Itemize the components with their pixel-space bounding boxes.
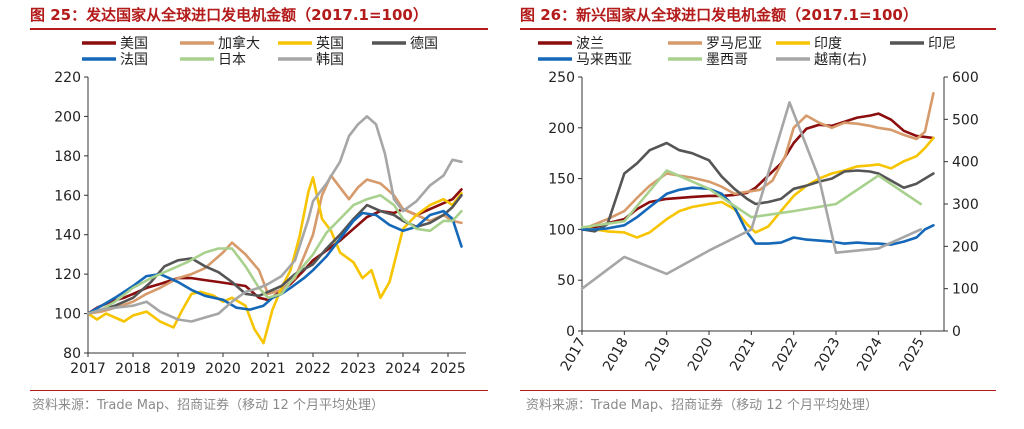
footer-rule [520,390,996,391]
x-tick-label: 2023 [340,361,376,377]
title-rule [520,28,996,30]
x-tick-label: 2025 [430,361,466,377]
x-tick-label: 2023 [812,335,844,374]
legend-label: 法国 [120,52,148,68]
series-line-越南(右) [580,101,922,290]
y-right-tick-label: 400 [952,155,979,171]
source-note: 资料来源：Trade Map、招商证券（移动 12 个月平均处理） [32,398,384,413]
legend-label: 英国 [316,35,344,52]
legend-label: 马来西亚 [576,52,632,68]
y-tick-label: 140 [54,228,81,244]
x-tick-label: 2025 [897,335,929,374]
x-tick-label: 2017 [70,361,106,377]
y-tick-label: 200 [548,121,575,137]
y-right-tick-label: 600 [952,70,979,86]
y-right-tick-label: 200 [952,239,979,255]
series-line-韩国 [86,115,463,323]
legend-label: 波兰 [576,36,604,52]
chart-svg-right: 0 50 100 150 200 250 0 100 200 300 400 500 600 2017 20… [538,36,979,374]
legend-label: 印度 [814,36,842,52]
y-right-tick-label: 0 [952,324,961,340]
legend-label: 印尼 [928,36,956,52]
x-tick-label: 2024 [854,335,886,374]
y-tick-label: 0 [566,324,575,340]
x-tick-label: 2021 [727,335,759,374]
y-tick-label: 120 [54,267,81,283]
series-line-印尼 [580,141,935,233]
y-tick-label: 220 [54,70,81,86]
legend-label: 墨西哥 [706,52,748,68]
y-tick-label: 50 [557,273,575,289]
source-note: 资料来源：Trade Map、招商证券（移动 12 个月平均处理） [526,398,878,413]
y-tick-label: 200 [54,109,81,125]
x-tick-label: 2018 [600,335,632,374]
footer-rule [30,390,488,391]
series-line-马来西亚 [580,186,935,246]
chart-svg-left: 80 100 120 140 160 180 200 220 2017 2018 2019 2020 2… [54,35,466,377]
series-line-印度 [580,136,935,239]
y-right-tick-label: 500 [952,112,979,128]
x-tick-label: 2020 [685,335,717,374]
legend-label: 德国 [410,36,438,52]
legend-label: 越南(右) [814,52,867,68]
series-line-墨西哥 [580,169,922,229]
x-tick-label: 2018 [115,361,151,377]
chart-title: 图 26：新兴国家从全球进口发电机金额（2017.1=100） [520,6,918,24]
legend-label: 美国 [120,36,148,52]
x-tick-label: 2017 [558,335,590,374]
x-tick-label: 2021 [250,361,286,377]
chart-panel-left: 图 25：发达国家从全球进口发电机金额（2017.1=100） 80 100 120… [0,0,500,429]
series-line-英国 [86,176,463,345]
y-tick-label: 160 [54,188,81,204]
x-tick-label: 2020 [205,361,241,377]
series-line-日本 [86,194,463,315]
y-tick-label: 80 [63,346,81,362]
y-right-tick-label: 300 [952,197,979,213]
y-tick-label: 100 [548,222,575,238]
y-tick-label: 250 [548,70,575,86]
x-tick-label: 2024 [385,361,421,377]
y-tick-label: 150 [548,172,575,188]
chart-title: 图 25：发达国家从全球进口发电机金额（2017.1=100） [30,6,428,24]
title-rule [30,28,488,30]
x-tick-label: 2022 [769,335,801,374]
series-line-罗马尼亚 [580,92,935,231]
y-right-tick-label: 100 [952,282,979,298]
y-tick-label: 100 [54,307,81,323]
series-line-加拿大 [86,174,463,315]
legend-label: 韩国 [316,52,344,68]
legend-label: 加拿大 [218,35,260,52]
x-tick-label: 2019 [642,335,674,374]
x-tick-label: 2019 [160,361,196,377]
legend-label: 日本 [218,52,246,68]
legend-label: 罗马尼亚 [706,36,762,52]
x-tick-label: 2022 [295,361,331,377]
chart-panel-right: 图 26：新兴国家从全球进口发电机金额（2017.1=100） 0 50 100 15… [512,0,1024,429]
y-tick-label: 180 [54,149,81,165]
